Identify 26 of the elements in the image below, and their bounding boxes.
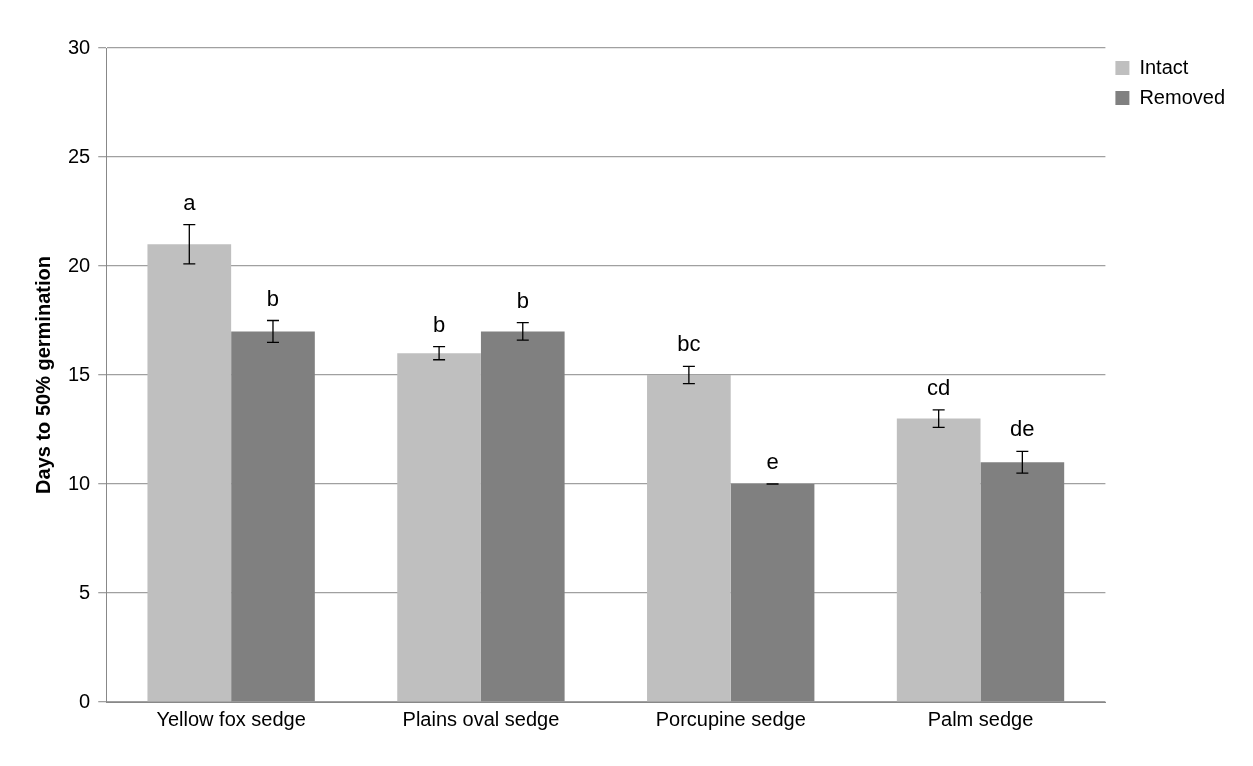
y-tick-label: 0 xyxy=(79,689,91,712)
data-label: e xyxy=(766,449,779,475)
legend-label: Intact xyxy=(1139,55,1189,78)
y-tick-label: 15 xyxy=(68,362,91,385)
y-tick-label: 10 xyxy=(68,471,91,494)
legend-label: Removed xyxy=(1139,85,1226,108)
data-label: b xyxy=(516,287,529,313)
y-tick-label: 30 xyxy=(68,35,91,58)
y-tick-label: 25 xyxy=(68,144,91,167)
data-label: de xyxy=(1010,416,1035,442)
bar xyxy=(647,375,731,702)
y-axis-title: Days to 50% germination xyxy=(31,256,54,494)
data-label: b xyxy=(266,285,280,311)
y-tick-label: 20 xyxy=(68,253,91,276)
bar xyxy=(397,353,481,702)
x-tick-label: Plains oval sedge xyxy=(402,707,560,730)
data-label: bc xyxy=(677,331,701,357)
x-tick-label: Yellow fox sedge xyxy=(156,707,306,730)
x-tick-label: Palm sedge xyxy=(927,707,1034,730)
x-tick-label: Porcupine sedge xyxy=(655,707,806,730)
data-label: cd xyxy=(927,374,951,400)
bar xyxy=(147,244,232,702)
data-label: b xyxy=(432,311,446,337)
bar xyxy=(896,418,981,702)
data-label: a xyxy=(183,189,197,215)
y-tick-label: 5 xyxy=(79,580,91,603)
